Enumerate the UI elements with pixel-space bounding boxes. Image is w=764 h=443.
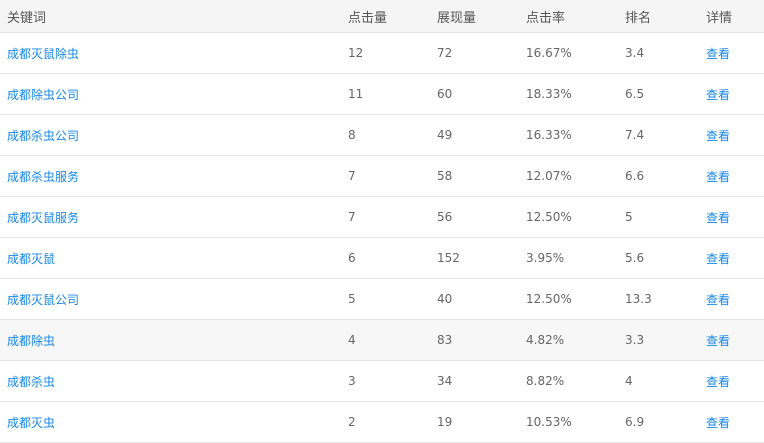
cell-keyword: 成都灭鼠服务	[0, 196, 341, 238]
cell-ctr: 12.50%	[519, 278, 618, 320]
cell-rank: 3.4	[618, 32, 699, 74]
cell-rank: 3.3	[618, 319, 699, 361]
cell-clicks: 12	[341, 32, 430, 74]
cell-rank: 13.3	[618, 278, 699, 320]
cell-impressions: 49	[430, 114, 519, 156]
view-details-link[interactable]: 查看	[706, 87, 731, 102]
keyword-link[interactable]: 成都除虫公司	[7, 87, 80, 102]
cell-impressions: 19	[430, 401, 519, 443]
cell-clicks: 5	[341, 278, 430, 320]
keyword-link[interactable]: 成都灭鼠除虫	[7, 46, 80, 61]
cell-rank: 7.4	[618, 114, 699, 156]
table-row: 成都杀虫 3 34 8.82% 4 查看	[0, 360, 764, 402]
view-details-link[interactable]: 查看	[706, 251, 731, 266]
view-details-link[interactable]: 查看	[706, 415, 731, 430]
cell-ctr: 18.33%	[519, 73, 618, 115]
header-keyword: 关键词	[0, 0, 341, 33]
cell-clicks: 8	[341, 114, 430, 156]
cell-ctr: 16.33%	[519, 114, 618, 156]
table-row: 成都除虫公司 11 60 18.33% 6.5 查看	[0, 73, 764, 115]
header-impressions: 展现量	[430, 0, 519, 33]
cell-details: 查看	[699, 196, 764, 238]
cell-ctr: 10.53%	[519, 401, 618, 443]
cell-ctr: 16.67%	[519, 32, 618, 74]
view-details-link[interactable]: 查看	[706, 210, 731, 225]
table-row: 成都杀虫服务 7 58 12.07% 6.6 查看	[0, 155, 764, 197]
cell-details: 查看	[699, 278, 764, 320]
cell-details: 查看	[699, 73, 764, 115]
view-details-link[interactable]: 查看	[706, 292, 731, 307]
cell-ctr: 3.95%	[519, 237, 618, 279]
cell-clicks: 3	[341, 360, 430, 402]
table-row: 成都灭鼠公司 5 40 12.50% 13.3 查看	[0, 278, 764, 320]
cell-keyword: 成都灭鼠	[0, 237, 341, 279]
table-row: 成都杀虫公司 8 49 16.33% 7.4 查看	[0, 114, 764, 156]
cell-details: 查看	[699, 32, 764, 74]
cell-clicks: 2	[341, 401, 430, 443]
header-ctr: 点击率	[519, 0, 618, 33]
cell-impressions: 83	[430, 319, 519, 361]
cell-keyword: 成都灭鼠除虫	[0, 32, 341, 74]
keyword-link[interactable]: 成都灭虫	[7, 415, 56, 430]
cell-clicks: 7	[341, 155, 430, 197]
header-clicks: 点击量	[341, 0, 430, 33]
cell-keyword: 成都杀虫	[0, 360, 341, 402]
cell-ctr: 12.07%	[519, 155, 618, 197]
cell-impressions: 58	[430, 155, 519, 197]
table-header: 关键词 点击量 展现量 点击率 排名 详情	[0, 0, 764, 33]
cell-keyword: 成都杀虫公司	[0, 114, 341, 156]
cell-impressions: 56	[430, 196, 519, 238]
keyword-link[interactable]: 成都灭鼠公司	[7, 292, 80, 307]
cell-clicks: 6	[341, 237, 430, 279]
table-row: 成都灭鼠 6 152 3.95% 5.6 查看	[0, 237, 764, 279]
keyword-link[interactable]: 成都杀虫公司	[7, 128, 80, 143]
cell-rank: 5.6	[618, 237, 699, 279]
keyword-link[interactable]: 成都杀虫服务	[7, 169, 80, 184]
cell-impressions: 72	[430, 32, 519, 74]
table-row: 成都灭鼠除虫 12 72 16.67% 3.4 查看	[0, 32, 764, 74]
table-row: 成都灭鼠服务 7 56 12.50% 5 查看	[0, 196, 764, 238]
view-details-link[interactable]: 查看	[706, 374, 731, 389]
cell-keyword: 成都除虫	[0, 319, 341, 361]
cell-clicks: 7	[341, 196, 430, 238]
cell-ctr: 4.82%	[519, 319, 618, 361]
cell-impressions: 40	[430, 278, 519, 320]
keyword-link[interactable]: 成都杀虫	[7, 374, 56, 389]
cell-ctr: 8.82%	[519, 360, 618, 402]
cell-details: 查看	[699, 360, 764, 402]
cell-details: 查看	[699, 155, 764, 197]
cell-impressions: 60	[430, 73, 519, 115]
cell-clicks: 4	[341, 319, 430, 361]
header-details: 详情	[699, 0, 764, 33]
cell-details: 查看	[699, 237, 764, 279]
cell-impressions: 34	[430, 360, 519, 402]
view-details-link[interactable]: 查看	[706, 128, 731, 143]
cell-ctr: 12.50%	[519, 196, 618, 238]
cell-rank: 4	[618, 360, 699, 402]
cell-keyword: 成都灭虫	[0, 401, 341, 443]
cell-rank: 6.9	[618, 401, 699, 443]
cell-details: 查看	[699, 114, 764, 156]
view-details-link[interactable]: 查看	[706, 46, 731, 61]
table-row: 成都灭虫 2 19 10.53% 6.9 查看	[0, 401, 764, 443]
cell-rank: 6.6	[618, 155, 699, 197]
keyword-link[interactable]: 成都灭鼠	[7, 251, 56, 266]
keyword-link[interactable]: 成都灭鼠服务	[7, 210, 80, 225]
cell-details: 查看	[699, 319, 764, 361]
cell-rank: 6.5	[618, 73, 699, 115]
cell-keyword: 成都杀虫服务	[0, 155, 341, 197]
cell-clicks: 11	[341, 73, 430, 115]
cell-keyword: 成都灭鼠公司	[0, 278, 341, 320]
table-row: 成都除虫 4 83 4.82% 3.3 查看	[0, 319, 764, 361]
cell-rank: 5	[618, 196, 699, 238]
view-details-link[interactable]: 查看	[706, 333, 731, 348]
view-details-link[interactable]: 查看	[706, 169, 731, 184]
cell-details: 查看	[699, 401, 764, 443]
cell-impressions: 152	[430, 237, 519, 279]
cell-keyword: 成都除虫公司	[0, 73, 341, 115]
keyword-link[interactable]: 成都除虫	[7, 333, 56, 348]
header-rank: 排名	[618, 0, 699, 33]
